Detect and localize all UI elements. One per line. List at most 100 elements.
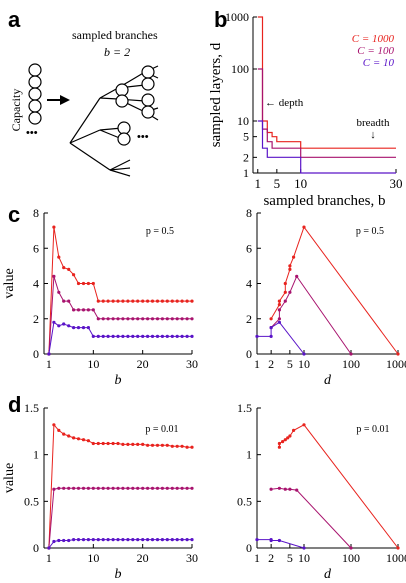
panel-d-right-chart: 12510100100000.511.5dp = 0.01 — [237, 401, 406, 582]
legend-entry: C = 100 — [357, 45, 394, 57]
data-point — [52, 539, 56, 544]
series-2 — [47, 320, 194, 356]
data-point — [52, 320, 56, 324]
data-point — [81, 538, 86, 542]
data-point — [160, 486, 164, 490]
data-point — [136, 317, 140, 321]
data-point — [101, 317, 105, 321]
data-point — [131, 486, 135, 490]
data-point — [190, 299, 194, 303]
data-point — [185, 445, 189, 449]
y-tick-label: 1 — [246, 448, 252, 462]
data-point — [180, 444, 184, 448]
y-tick-label: 8 — [33, 206, 39, 220]
data-point — [91, 486, 95, 490]
data-point — [155, 317, 160, 321]
data-point — [292, 428, 296, 432]
data-point — [52, 225, 56, 229]
data-point — [288, 264, 292, 268]
data-point — [126, 334, 130, 338]
data-point — [136, 538, 140, 542]
data-point — [302, 423, 306, 427]
data-point — [47, 352, 51, 356]
data-point — [155, 299, 160, 303]
y-axis-label: value — [2, 268, 17, 298]
x-tick-label: 20 — [137, 357, 149, 371]
y-tick-label: 0 — [33, 541, 39, 555]
data-point — [91, 281, 95, 286]
y-tick-label: 6 — [33, 241, 39, 255]
data-point — [67, 538, 71, 543]
y-tick-label: 1 — [243, 166, 249, 180]
series-2 — [255, 538, 306, 550]
capacity-label: Capacity — [9, 89, 23, 132]
data-point — [116, 486, 120, 490]
data-point — [269, 317, 273, 321]
data-point — [76, 437, 81, 441]
x-axis-label: b — [115, 567, 122, 582]
panel-c-left-chart: 1 10 20 30 0 2 4 6 8 b value p = 0.5 — [2, 206, 198, 388]
data-point — [111, 441, 115, 446]
series-1 — [269, 486, 353, 550]
data-point — [76, 281, 81, 286]
data-point — [86, 439, 90, 443]
x-tick-label: 2 — [268, 357, 274, 371]
data-point — [91, 334, 95, 338]
data-point — [165, 334, 169, 338]
data-point — [269, 326, 273, 330]
data-point — [52, 274, 56, 278]
data-point — [146, 443, 150, 447]
data-point — [106, 538, 110, 542]
breadth-annotation: breadth — [357, 117, 390, 129]
data-point — [116, 441, 120, 446]
data-point — [57, 324, 61, 328]
x-tick-label: 100 — [342, 357, 360, 371]
data-point — [185, 317, 189, 321]
data-point — [111, 317, 115, 321]
y-tick-label: 5 — [243, 130, 249, 144]
x-tick-label: 5 — [274, 176, 281, 191]
data-point — [277, 308, 281, 312]
data-point — [175, 334, 179, 338]
series-line — [48, 321, 192, 355]
data-point — [175, 538, 179, 542]
x-tick-label: 30 — [186, 551, 198, 565]
data-point — [146, 299, 150, 303]
data-point — [116, 334, 120, 338]
data-point — [292, 255, 296, 259]
data-point — [116, 299, 120, 303]
data-point — [185, 334, 189, 338]
data-point — [62, 486, 66, 490]
data-point — [170, 486, 174, 490]
y-tick-label: 100 — [231, 62, 249, 76]
data-point — [155, 538, 160, 542]
data-point — [81, 486, 86, 490]
y-tick-label: 6 — [246, 241, 252, 255]
legend-entry: C = 1000 — [352, 33, 395, 45]
data-point — [155, 334, 160, 338]
x-axis-label: b — [115, 373, 122, 388]
data-point — [190, 445, 194, 449]
series-line-2 — [257, 120, 396, 174]
data-point — [121, 334, 125, 338]
panel-label-b: b — [214, 7, 227, 32]
data-point — [288, 434, 292, 438]
data-point — [96, 486, 100, 490]
data-point — [281, 440, 285, 444]
depth-annotation: ← depth — [265, 97, 304, 109]
data-point — [126, 486, 130, 490]
series-1 — [47, 274, 194, 356]
data-point — [116, 317, 120, 321]
data-point — [146, 538, 150, 542]
y-tick-label: 4 — [33, 277, 39, 291]
data-point — [165, 486, 169, 490]
data-point — [288, 290, 292, 294]
data-point — [126, 538, 130, 542]
data-point — [96, 441, 100, 446]
data-point — [170, 334, 174, 338]
data-point — [106, 441, 110, 446]
data-point — [81, 281, 86, 286]
data-point — [72, 486, 76, 490]
sampled-branches-label: sampled branches — [72, 28, 158, 42]
